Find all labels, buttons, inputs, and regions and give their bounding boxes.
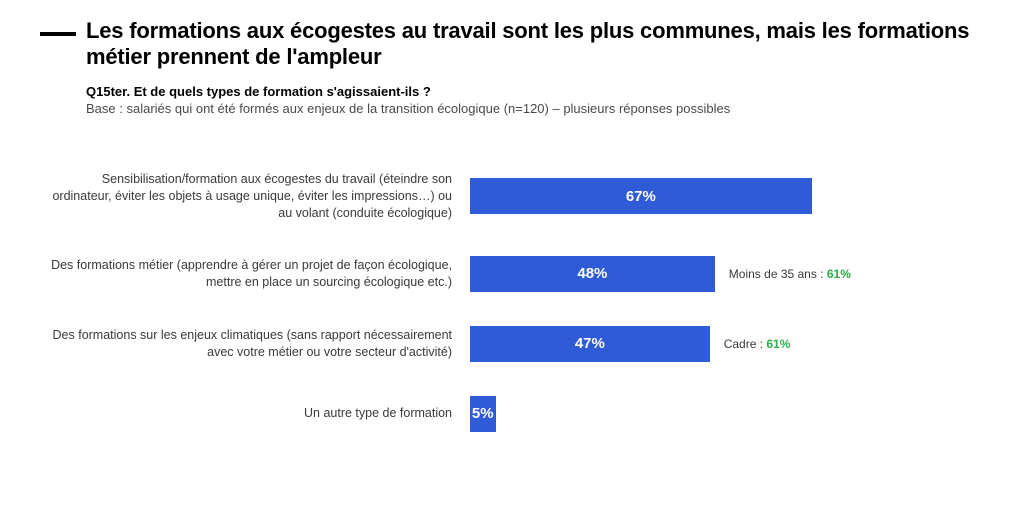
bar-value: 5% [472,405,494,422]
bar-label: Un autre type de formation [40,405,470,422]
base-label: Base : salariés qui ont été formés aux e… [86,101,984,116]
bar: 47% [470,326,710,362]
annotation-prefix: Moins de 35 ans : [729,267,827,281]
bar-zone: 67% [470,178,984,214]
chart-row: Un autre type de formation5% [40,396,984,432]
bar-value: 67% [626,188,656,205]
bar-zone: 48% Moins de 35 ans : 61% [470,256,984,292]
chart-row: Des formations sur les enjeux climatique… [40,326,984,362]
bar: 48% [470,256,715,292]
title-row: Les formations aux écogestes au travail … [40,18,984,116]
bar: 5% [470,396,496,432]
annotation-prefix: Cadre : [724,337,767,351]
page-title: Les formations aux écogestes au travail … [86,18,984,70]
slide: Les formations aux écogestes au travail … [0,0,1024,452]
bar-value: 47% [575,335,605,352]
bar-chart: Sensibilisation/formation aux écogestes … [40,171,984,432]
bar-label: Des formations métier (apprendre à gérer… [40,257,470,291]
annotation-highlight: 61% [766,337,790,351]
bar: 67% [470,178,812,214]
chart-row: Des formations métier (apprendre à gérer… [40,256,984,292]
annotation-highlight: 61% [827,267,851,281]
bar-value: 48% [577,265,607,282]
bar-label: Sensibilisation/formation aux écogestes … [40,171,470,222]
title-dash [40,32,76,36]
question-label: Q15ter. Et de quels types de formation s… [86,84,984,99]
bar-annotation: Moins de 35 ans : 61% [729,267,851,281]
bar-zone: 5% [470,396,984,432]
bar-annotation: Cadre : 61% [724,337,791,351]
title-block: Les formations aux écogestes au travail … [86,18,984,116]
bar-zone: 47% Cadre : 61% [470,326,984,362]
chart-row: Sensibilisation/formation aux écogestes … [40,171,984,222]
bar-label: Des formations sur les enjeux climatique… [40,327,470,361]
